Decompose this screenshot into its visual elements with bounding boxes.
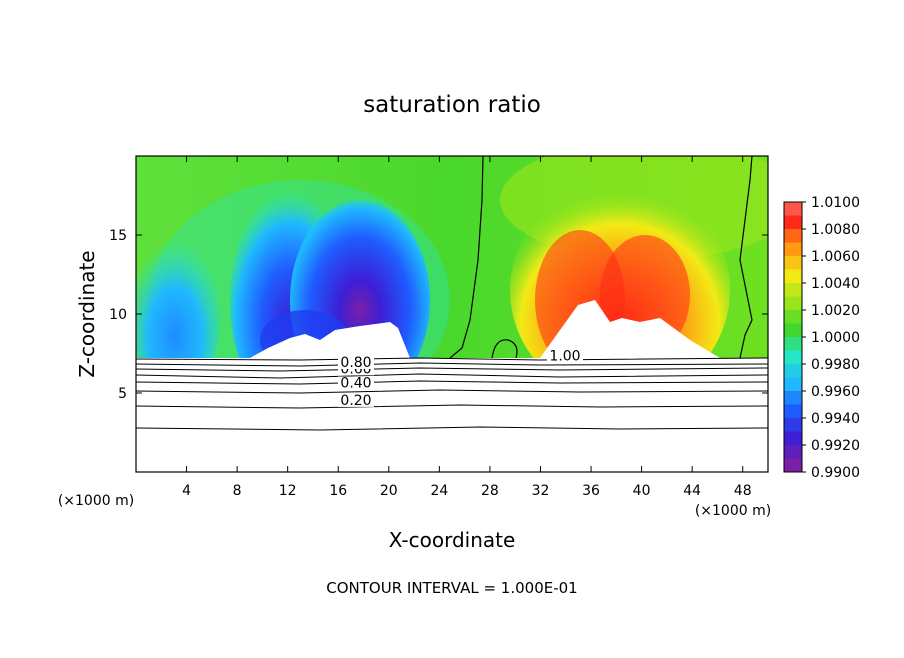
colorbar-label: 1.0060 (811, 249, 860, 265)
x-tick-label: 28 (481, 483, 499, 499)
colorbar-subswatch (784, 283, 802, 297)
contour-label-bg (338, 355, 374, 369)
colorbar-subswatch (784, 337, 802, 351)
x-tick-label: 24 (430, 483, 448, 499)
x-tick-label: 48 (734, 483, 752, 499)
colorbar-subswatch (784, 418, 802, 432)
colorbar-label: 1.0040 (811, 276, 860, 292)
contour-line (135, 404, 769, 409)
colorbar-label: 0.9940 (811, 411, 860, 427)
colorbar-label: 0.9980 (811, 357, 860, 373)
x-tick-label: 8 (233, 483, 242, 499)
colorbar-swatch (784, 283, 802, 310)
contour-line (135, 362, 769, 367)
colorbar-swatch (784, 364, 802, 391)
x-tick-label: 44 (683, 483, 701, 499)
y-tick-label: 15 (109, 228, 127, 244)
contour-label: 1.00 (549, 349, 580, 365)
colorbar-label: 1.0100 (811, 195, 860, 211)
colorbar-label: 0.9920 (811, 438, 860, 454)
x-unit-label-right: (×1000 m) (695, 503, 771, 519)
below-terrain-contours (135, 357, 769, 472)
colorbar-subswatch (784, 202, 802, 216)
contour-label: 0.20 (340, 393, 371, 409)
colorbar-subswatch (784, 391, 802, 405)
x-tick-label: 32 (532, 483, 550, 499)
colorbar-swatch (784, 256, 802, 283)
x-unit-label-left: (×1000 m) (58, 493, 134, 509)
terrain-white-right (540, 300, 720, 358)
contour-line (135, 380, 769, 385)
y-axis-title: Z-coordinate (75, 250, 99, 377)
colorbar-subswatch (784, 310, 802, 324)
contour-line (135, 389, 769, 394)
colorbar-subswatch (784, 445, 802, 459)
x-tick-label: 16 (329, 483, 347, 499)
colorbar-subswatch (784, 229, 802, 243)
contour-line-1-00-bump (491, 339, 518, 358)
contour-line (135, 357, 769, 361)
contour-line (135, 367, 769, 372)
colorbar-label: 1.0000 (811, 330, 860, 346)
x-axis-title: X-coordinate (389, 528, 516, 552)
y-axis-ticks: 5 10 15 (109, 228, 768, 402)
colorbar-subswatch (784, 256, 802, 270)
colorbar-label: 0.9900 (811, 465, 860, 481)
colorbar-swatch (784, 229, 802, 256)
y-tick-label: 10 (109, 307, 127, 323)
contour-line (135, 373, 769, 379)
colorbar-swatch (784, 418, 802, 445)
colorbar-swatch (784, 202, 802, 229)
contour-line (135, 426, 769, 431)
colorbar-swatch (784, 391, 802, 418)
colorbar-swatch (784, 445, 802, 472)
colorbar-label: 0.9960 (811, 384, 860, 400)
chart-title: saturation ratio (363, 92, 541, 118)
contour-label: 0.40 (340, 376, 371, 392)
colorbar-subswatch (784, 364, 802, 378)
colorbar: 0.9900 0.9920 0.9940 0.9960 0.9980 1.0000 1.00… (783, 195, 860, 481)
x-tick-label: 4 (182, 483, 191, 499)
x-tick-label: 36 (582, 483, 600, 499)
x-tick-label: 12 (279, 483, 297, 499)
contour-line-1-00-vertical (449, 156, 484, 358)
contour-label-bg (338, 393, 374, 407)
x-axis-ticks: 4 8 12 16 20 24 28 32 36 40 44 48 (182, 156, 752, 499)
colorbar-swatch (784, 337, 802, 364)
contour-label-bg (338, 376, 374, 390)
contour-labels: 0.200.400.600.80 1.00 (338, 349, 583, 409)
x-tick-label: 20 (380, 483, 398, 499)
filled-contour-field (136, 156, 768, 358)
y-tick-label: 5 (118, 386, 127, 402)
contour-line-1-00-right (739, 156, 753, 358)
x-tick-label: 40 (633, 483, 651, 499)
colorbar-swatch (784, 310, 802, 337)
colorbar-label: 1.0080 (811, 222, 860, 238)
terrain-white-left (250, 322, 410, 358)
contour-interval-note: CONTOUR INTERVAL = 1.000E-01 (326, 579, 577, 597)
contour-label-bg (547, 349, 583, 363)
colorbar-label: 1.0020 (811, 303, 860, 319)
contour-label: 0.80 (340, 355, 371, 371)
